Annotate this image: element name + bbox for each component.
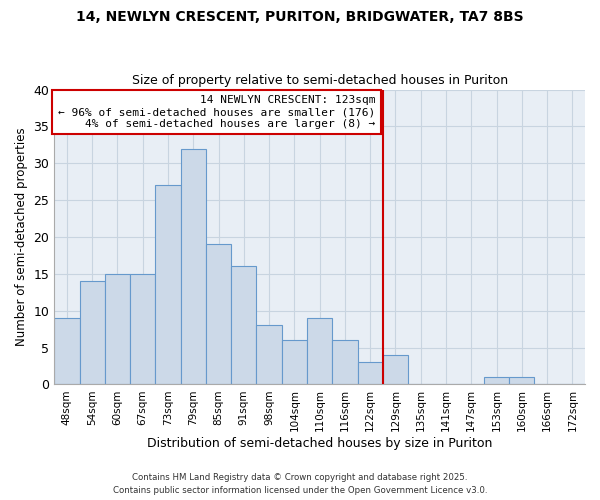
Bar	[307, 318, 332, 384]
Bar	[54, 318, 80, 384]
Bar	[509, 377, 535, 384]
Bar	[256, 326, 282, 384]
Bar	[206, 244, 231, 384]
Title: Size of property relative to semi-detached houses in Puriton: Size of property relative to semi-detach…	[131, 74, 508, 87]
Bar	[130, 274, 155, 384]
Bar	[358, 362, 383, 384]
X-axis label: Distribution of semi-detached houses by size in Puriton: Distribution of semi-detached houses by …	[147, 437, 493, 450]
Bar	[231, 266, 256, 384]
Y-axis label: Number of semi-detached properties: Number of semi-detached properties	[15, 128, 28, 346]
Text: 14, NEWLYN CRESCENT, PURITON, BRIDGWATER, TA7 8BS: 14, NEWLYN CRESCENT, PURITON, BRIDGWATER…	[76, 10, 524, 24]
Bar	[484, 377, 509, 384]
Bar	[383, 355, 408, 384]
Text: 14 NEWLYN CRESCENT: 123sqm
← 96% of semi-detached houses are smaller (176)
    4: 14 NEWLYN CRESCENT: 123sqm ← 96% of semi…	[58, 96, 375, 128]
Bar	[282, 340, 307, 384]
Bar	[332, 340, 358, 384]
Text: Contains HM Land Registry data © Crown copyright and database right 2025.
Contai: Contains HM Land Registry data © Crown c…	[113, 474, 487, 495]
Bar	[80, 281, 105, 384]
Bar	[105, 274, 130, 384]
Bar	[155, 186, 181, 384]
Bar	[181, 148, 206, 384]
